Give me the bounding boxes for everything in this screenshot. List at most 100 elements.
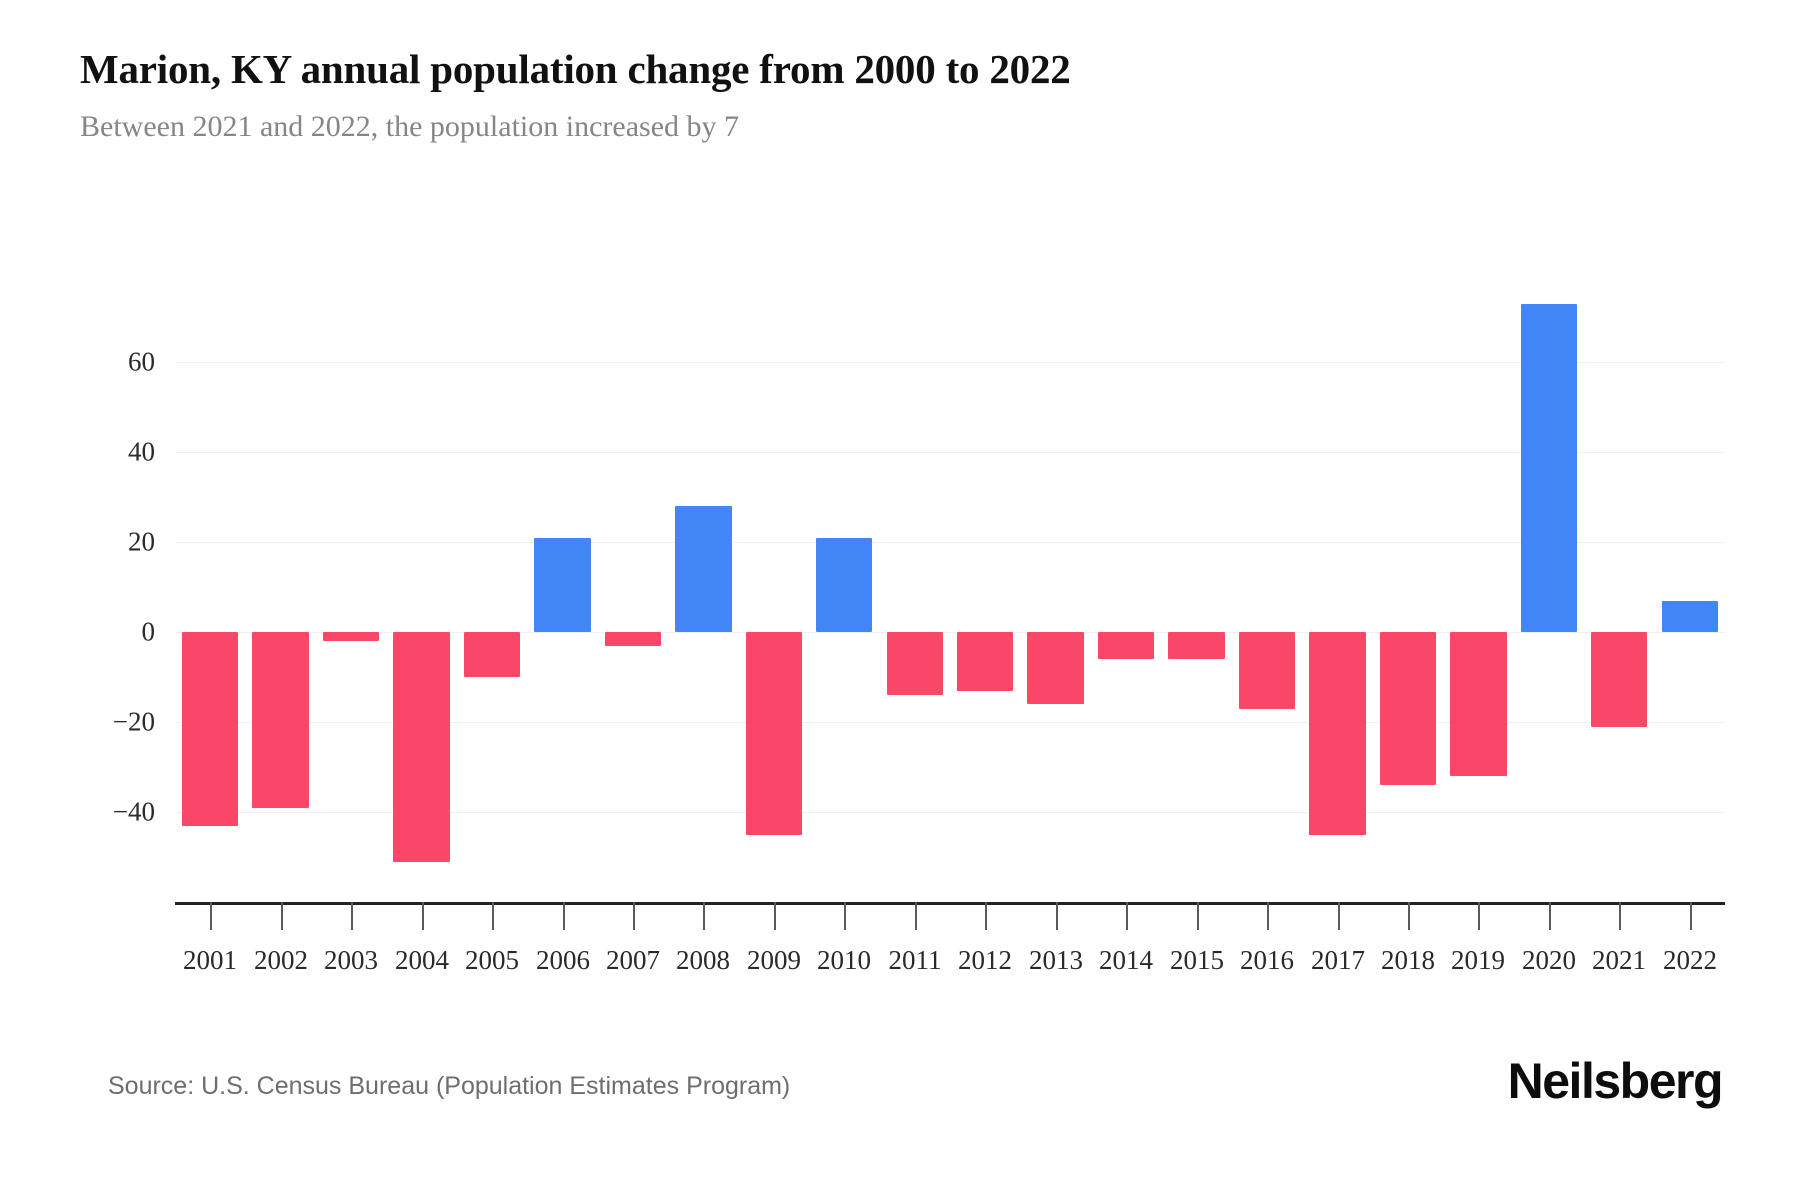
x-axis-tick	[563, 902, 565, 930]
gridline	[175, 452, 1725, 453]
bars-region	[175, 272, 1725, 902]
bar[interactable]	[1168, 632, 1225, 659]
gridline	[175, 812, 1725, 813]
y-axis-tick-label: 40	[128, 436, 155, 467]
bar-slot	[245, 272, 315, 902]
chart-subtitle: Between 2021 and 2022, the population in…	[80, 110, 740, 144]
bar-slot	[880, 272, 950, 902]
bar-slot	[1584, 272, 1654, 902]
x-axis-tick-label: 2021	[1592, 945, 1646, 975]
x-axis-tick	[844, 902, 846, 930]
x-axis-tick-label: 2005	[465, 945, 519, 975]
x-axis-tick-label: 2022	[1663, 945, 1717, 975]
y-axis-tick-label: 0	[141, 616, 156, 647]
x-axis-tick	[633, 902, 635, 930]
x-axis-tick-label: 2016	[1240, 945, 1294, 975]
bar-slot	[1655, 272, 1725, 902]
x-axis-tick-label: 2008	[676, 945, 730, 975]
bar[interactable]	[252, 632, 309, 808]
bar-slot	[1302, 272, 1372, 902]
gridline	[175, 362, 1725, 363]
bar-slot	[386, 272, 456, 902]
x-axis-tick-label: 2004	[395, 945, 449, 975]
x-axis-tick-label: 2006	[536, 945, 590, 975]
bar[interactable]	[463, 632, 521, 677]
x-axis-tick	[1549, 902, 1551, 930]
y-axis-tick-label: 60	[128, 346, 155, 377]
bar[interactable]	[886, 632, 943, 695]
y-axis-tick-label: −20	[112, 706, 155, 737]
bar-slot	[668, 272, 738, 902]
bar[interactable]	[1097, 632, 1155, 659]
x-axis-tick	[985, 902, 987, 930]
x-axis-line	[175, 902, 1725, 905]
gridline	[175, 542, 1725, 543]
bar[interactable]	[534, 537, 591, 632]
x-axis-tick	[703, 902, 705, 930]
bar[interactable]	[957, 632, 1014, 691]
x-axis-tick	[1690, 902, 1692, 930]
bar[interactable]	[745, 632, 803, 835]
x-axis-tick-label: 2007	[606, 945, 660, 975]
x-axis-tick	[281, 902, 283, 930]
bar[interactable]	[393, 632, 450, 862]
gridline	[175, 632, 1725, 633]
x-axis-tick-label: 2019	[1451, 945, 1505, 975]
bar-slot	[527, 272, 597, 902]
x-axis-tick-label: 2020	[1522, 945, 1576, 975]
bar-slot	[457, 272, 527, 902]
bar[interactable]	[604, 632, 662, 646]
bar-slot	[1020, 272, 1090, 902]
y-axis-tick-label: 20	[128, 526, 155, 557]
x-axis-tick	[1619, 902, 1621, 930]
source-note: Source: U.S. Census Bureau (Population E…	[108, 1072, 791, 1100]
y-axis-tick-label: −40	[112, 796, 155, 827]
x-axis-tick-label: 2009	[747, 945, 801, 975]
x-axis-tick	[1408, 902, 1410, 930]
x-axis-tick-label: 2011	[888, 945, 942, 975]
bar[interactable]	[322, 632, 380, 641]
bar[interactable]	[675, 506, 732, 632]
x-axis-tick	[422, 902, 424, 930]
gridline	[175, 722, 1725, 723]
bar-slot	[809, 272, 879, 902]
x-axis-tick-label: 2001	[183, 945, 237, 975]
bar-slot	[1373, 272, 1443, 902]
bar-slot	[1443, 272, 1513, 902]
x-axis-tick	[1478, 902, 1480, 930]
x-axis-tick	[774, 902, 776, 930]
bar-slot	[1161, 272, 1231, 902]
bar-slot	[316, 272, 386, 902]
x-axis-tick-label: 2015	[1170, 945, 1224, 975]
x-axis-tick-label: 2002	[254, 945, 308, 975]
bar[interactable]	[1027, 632, 1084, 704]
chart-header: Marion, KY annual population change from…	[80, 46, 1720, 145]
bars-group	[175, 272, 1725, 902]
bar[interactable]	[1591, 632, 1648, 727]
x-axis-tick-label: 2013	[1029, 945, 1083, 975]
bar-slot	[1514, 272, 1584, 902]
x-axis-tick	[1338, 902, 1340, 930]
bar[interactable]	[1309, 632, 1366, 835]
bar[interactable]	[1238, 632, 1296, 709]
x-axis-tick	[492, 902, 494, 930]
bar[interactable]	[1520, 303, 1578, 632]
page-title: Marion, KY annual population change from…	[80, 46, 1071, 92]
bar[interactable]	[1450, 632, 1507, 776]
x-axis-tick	[351, 902, 353, 930]
x-axis-tick-label: 2018	[1381, 945, 1435, 975]
x-axis-tick	[1197, 902, 1199, 930]
bar-slot	[739, 272, 809, 902]
bar[interactable]	[1379, 632, 1437, 785]
bar[interactable]	[1661, 600, 1718, 632]
x-axis-tick	[1267, 902, 1269, 930]
x-axis-tick	[1056, 902, 1058, 930]
x-axis-tick	[210, 902, 212, 930]
x-axis-tick-label: 2017	[1311, 945, 1365, 975]
bar[interactable]	[816, 537, 873, 632]
bar[interactable]	[182, 632, 239, 826]
x-axis-tick	[915, 902, 917, 930]
brand-logo: Neilsberg	[1507, 1053, 1724, 1109]
